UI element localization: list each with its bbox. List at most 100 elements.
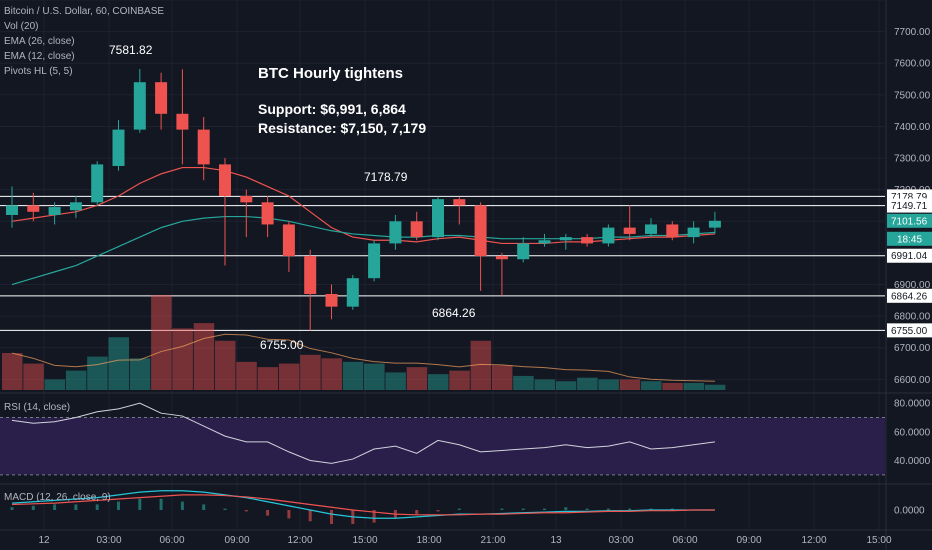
candle-body bbox=[325, 294, 338, 307]
level-label: 7178.79 bbox=[891, 192, 928, 203]
volume-bar bbox=[300, 354, 321, 390]
level-label: 7149.71 bbox=[891, 201, 928, 212]
candle-body bbox=[453, 199, 466, 206]
time-tick-label: 06:00 bbox=[159, 535, 184, 546]
pivot-high-label: 7581.82 bbox=[109, 43, 153, 57]
volume-bar bbox=[555, 381, 577, 390]
countdown-box bbox=[887, 231, 932, 246]
price-tick-label: 6700.00 bbox=[894, 343, 931, 354]
price-tick-label: 7700.00 bbox=[894, 27, 931, 38]
rsi-tick-label: 40.0000 bbox=[894, 456, 931, 467]
annotation-support: Support: $6,991, 6,864 bbox=[258, 101, 406, 117]
volume-bar bbox=[151, 295, 172, 390]
ema-lines bbox=[11, 166, 715, 286]
volume-bar bbox=[65, 370, 87, 390]
rsi-line bbox=[11, 402, 715, 464]
time-axis[interactable]: 12 03:00 06:00 09:00 12:00 15:00 18:00 21:00 13 0… bbox=[38, 535, 892, 546]
annotation-resistance: Resistance: $7,150, 7,179 bbox=[258, 120, 427, 136]
time-tick-label: 12 bbox=[38, 535, 50, 546]
volume-bar bbox=[428, 374, 449, 390]
candle-body bbox=[602, 227, 615, 244]
time-tick-label: 15:00 bbox=[866, 535, 891, 546]
candle-body bbox=[219, 164, 231, 196]
time-tick-label: 12:00 bbox=[287, 535, 312, 546]
level-label: 6864.26 bbox=[891, 291, 928, 302]
candle-body bbox=[48, 207, 61, 215]
candle-body bbox=[112, 129, 125, 166]
level-label-box bbox=[887, 288, 932, 303]
ema-fast-line bbox=[11, 166, 715, 245]
candle-body bbox=[410, 221, 423, 238]
price-axis[interactable]: 7700.007600.007500.007400.007300.007200.… bbox=[887, 27, 932, 517]
level-label-box bbox=[887, 248, 932, 263]
candle-body bbox=[368, 243, 381, 279]
pivot-high-label-2: 7178.79 bbox=[364, 170, 408, 184]
volume-bar bbox=[513, 375, 534, 390]
time-tick-label: 21:00 bbox=[480, 535, 505, 546]
macd-signal-line bbox=[11, 494, 715, 516]
price-tick-label: 7400.00 bbox=[894, 122, 931, 133]
volume-bar bbox=[491, 365, 513, 390]
candle-body bbox=[69, 202, 82, 211]
candle-body bbox=[304, 256, 317, 294]
macd-pane bbox=[10, 490, 715, 524]
volume-bar bbox=[278, 363, 300, 390]
candle-body bbox=[389, 221, 402, 244]
price-tick-label: 6600.00 bbox=[894, 375, 931, 386]
time-tick-label: 09:00 bbox=[224, 535, 249, 546]
candle-body bbox=[133, 82, 146, 130]
candle-body bbox=[538, 240, 551, 244]
candle-body bbox=[261, 202, 274, 225]
time-tick-label: 15:00 bbox=[352, 535, 377, 546]
price-tick-label: 7300.00 bbox=[894, 154, 931, 165]
rsi-band bbox=[0, 417, 885, 475]
rsi-tick-label: 80.0000 bbox=[894, 399, 931, 410]
macd-tick-label: 0.0000 bbox=[894, 506, 925, 517]
volume-bar bbox=[342, 361, 364, 390]
pivot-low-label-2: 6864.26 bbox=[432, 306, 476, 320]
candle-body bbox=[346, 278, 359, 307]
countdown-label: 18:45 bbox=[897, 234, 922, 245]
volume-bar bbox=[577, 377, 598, 390]
volume-bar bbox=[87, 356, 108, 390]
pivot-low-label: 6755.00 bbox=[260, 338, 304, 352]
time-tick-label: 13 bbox=[550, 535, 562, 546]
level-label-box bbox=[887, 323, 932, 338]
candle-body bbox=[645, 224, 657, 234]
time-tick-label: 06:00 bbox=[672, 535, 697, 546]
volume-bar bbox=[321, 358, 342, 390]
annotation-title: BTC Hourly tightens bbox=[258, 65, 403, 82]
candle-body bbox=[708, 220, 721, 228]
level-label-box bbox=[887, 198, 932, 213]
candle-body bbox=[27, 205, 40, 212]
price-tick-label: 7600.00 bbox=[894, 59, 931, 70]
macd-line bbox=[11, 490, 715, 519]
candle-body bbox=[155, 82, 168, 114]
time-tick-label: 03:00 bbox=[96, 535, 121, 546]
time-tick-label: 18:00 bbox=[416, 535, 441, 546]
level-label-box bbox=[887, 213, 932, 228]
time-tick-label: 12:00 bbox=[801, 535, 826, 546]
indicator-ema26: EMA (26, close) bbox=[4, 36, 75, 47]
volume-bar bbox=[704, 384, 726, 390]
volume-bar bbox=[129, 358, 151, 390]
level-label: 7101.56 bbox=[891, 216, 928, 227]
candle-body bbox=[176, 113, 189, 130]
candles[interactable] bbox=[6, 68, 721, 331]
candle-body bbox=[240, 196, 253, 203]
candle-body bbox=[666, 224, 679, 238]
volume-bar bbox=[257, 367, 279, 390]
volume-bar bbox=[364, 363, 385, 390]
volume-bar bbox=[683, 382, 705, 390]
indicator-ema12: EMA (12, close) bbox=[4, 51, 75, 62]
chart-legend: Bitcoin / U.S. Dollar, 60, COINBASE Vol … bbox=[4, 4, 164, 79]
volume-bar bbox=[598, 379, 619, 390]
volume-bar bbox=[23, 363, 44, 390]
time-tick-label: 03:00 bbox=[608, 535, 633, 546]
candle-body bbox=[581, 237, 594, 244]
volume-bars bbox=[2, 295, 726, 390]
rsi-pane bbox=[0, 402, 885, 476]
candle-body bbox=[474, 205, 487, 257]
candle-body bbox=[91, 164, 104, 203]
